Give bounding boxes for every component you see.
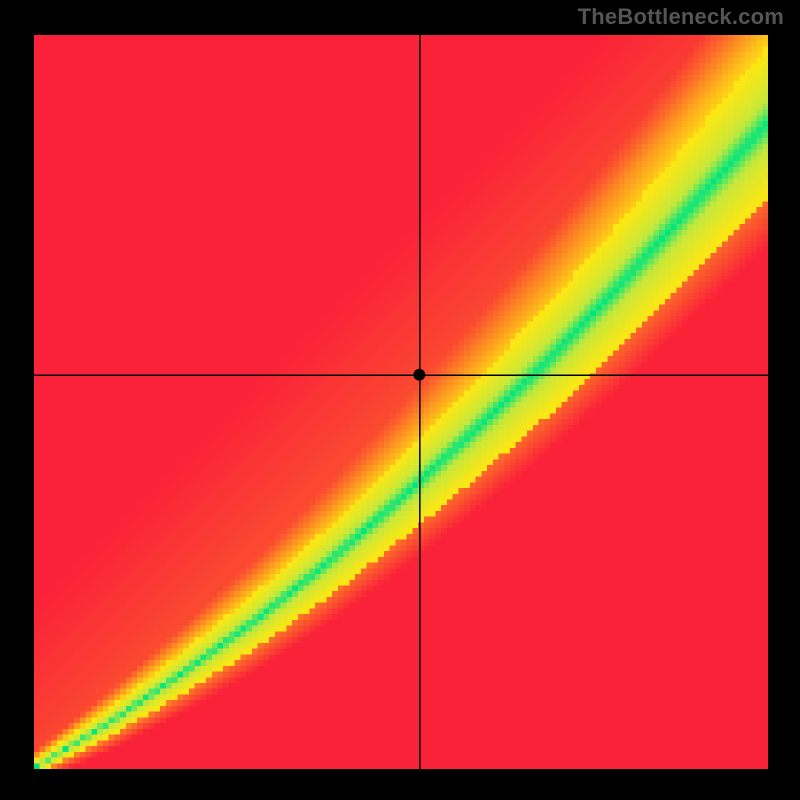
chart-container: TheBottleneck.com xyxy=(0,0,800,800)
watermark-label: TheBottleneck.com xyxy=(578,4,784,30)
crosshair-overlay xyxy=(34,35,768,769)
